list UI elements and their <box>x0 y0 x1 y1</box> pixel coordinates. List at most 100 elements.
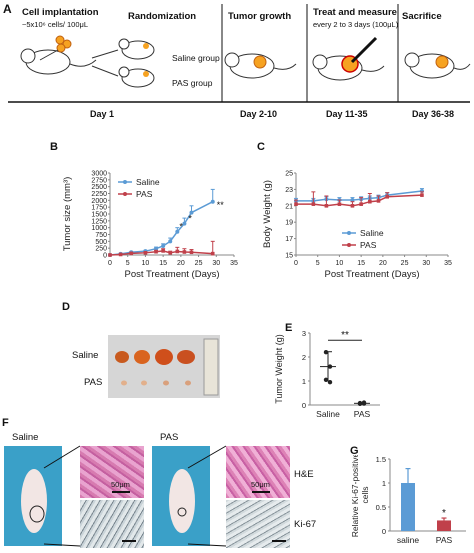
data-point <box>189 250 194 255</box>
y-tick-label: 19 <box>285 220 293 227</box>
y-tick-label: 250 <box>95 246 107 253</box>
zoom-lines <box>43 445 227 547</box>
y-tick-label: 0.5 <box>376 503 386 512</box>
arrow-pas <box>91 65 119 77</box>
x-tick-label: 10 <box>336 260 344 267</box>
significance-mark: * <box>442 508 446 519</box>
y-axis-label: Tumor Weight (g) <box>274 334 284 404</box>
x-tick-label: 20 <box>177 260 185 267</box>
timeline-illustration <box>8 4 471 103</box>
y-tick-label: 1500 <box>91 212 107 219</box>
panel-letter-c: C <box>257 141 265 153</box>
bar-saline <box>401 483 415 531</box>
x-tick-label: 15 <box>357 260 365 267</box>
significance-mark: * <box>179 222 183 232</box>
tumor-sample <box>177 350 195 364</box>
tumor-dot <box>143 71 149 77</box>
y-tick-label: 2250 <box>91 191 107 198</box>
mouse-photo-drawing <box>21 469 47 533</box>
panel-letter-e: E <box>285 322 293 334</box>
x-tick-label: 35 <box>230 260 238 267</box>
tumor-sample <box>121 380 127 386</box>
data-point <box>154 246 159 251</box>
scale-bar <box>122 540 136 542</box>
data-point <box>189 210 194 215</box>
y-tick-label: 1.5 <box>376 455 386 464</box>
mouse-illustration <box>20 48 97 75</box>
bar-pas <box>437 520 451 531</box>
data-point <box>350 198 355 203</box>
tumor-size-chart: 0250500750100012501500175020002250250027… <box>62 171 238 281</box>
y-tick-label: 25 <box>285 171 293 178</box>
data-point <box>337 202 342 206</box>
tumor-dot <box>253 55 267 69</box>
x-tick-label: 10 <box>142 260 150 267</box>
x-tick-label: 5 <box>126 260 130 267</box>
x-tick-label: 20 <box>379 260 387 267</box>
legend-label: Saline <box>360 228 384 238</box>
step1-sub: ~5x10⁶ cells/ 100μL <box>22 20 88 29</box>
legend-label: Saline <box>136 177 160 187</box>
data-point <box>420 193 424 197</box>
syringe-icon <box>350 36 378 64</box>
step2-group1: Saline group <box>172 53 220 63</box>
legend-marker <box>123 180 127 184</box>
data-point <box>385 194 389 199</box>
legend-marker <box>347 243 351 247</box>
x-tick-label: Saline <box>316 409 340 419</box>
y-tick-label: 0 <box>103 253 107 260</box>
x-tick-label: 15 <box>159 260 167 267</box>
step2-group2: PAS group <box>172 78 213 88</box>
y-tick-label: 1250 <box>91 218 107 225</box>
data-point <box>376 199 381 203</box>
data-point <box>168 251 173 255</box>
x-axis-label: Post Treatment (Days) <box>324 269 419 280</box>
series-line-pas <box>296 194 422 207</box>
data-point <box>350 204 355 208</box>
tumor-circle <box>29 505 45 523</box>
arrow-saline <box>91 49 119 59</box>
y-axis-label-line2: cells <box>360 486 370 503</box>
data-point <box>182 250 187 254</box>
mouse-photo-drawing <box>169 469 195 533</box>
step5-title: Sacrifice <box>402 11 442 22</box>
y-tick-label: 3000 <box>91 171 107 178</box>
significance-mark: ** <box>217 200 225 210</box>
data-point <box>129 251 134 256</box>
data-point <box>161 249 165 253</box>
tumor-photo-drawing <box>115 338 219 396</box>
y-tick-label: 1 <box>382 479 386 488</box>
data-point <box>294 202 298 206</box>
scale-bar <box>252 491 270 493</box>
stain-label: H&E <box>294 469 314 480</box>
x-tick-label: 5 <box>316 260 320 267</box>
body-weight-chart: 15 17 19 21 23 25 0 5 10 15 20 25 30 35 Post Treatment… <box>262 171 452 281</box>
scale-bar <box>272 540 286 542</box>
data-point <box>311 202 316 206</box>
data-point <box>182 221 187 226</box>
tumor-sample <box>115 351 129 363</box>
y-tick-label: 500 <box>95 239 107 246</box>
data-point <box>108 253 112 257</box>
legend-marker <box>123 192 127 196</box>
data-point <box>175 249 180 254</box>
y-tick-label: 15 <box>285 253 293 260</box>
tumor-dot <box>435 55 449 69</box>
data-point <box>161 243 166 248</box>
scale-bar-label: 50μm <box>251 480 270 489</box>
y-tick-label: 3 <box>302 329 306 338</box>
data-point <box>324 204 329 208</box>
y-tick-label: 2000 <box>91 198 107 205</box>
tumor-photo <box>108 335 220 398</box>
panel-letter-a: A <box>3 2 12 16</box>
tumor-sample <box>185 380 191 386</box>
x-axis-label: Post Treatment (Days) <box>124 269 219 280</box>
y-tick-label: 0 <box>382 527 386 536</box>
x-tick-label: 0 <box>294 260 298 267</box>
panel-letter-f: F <box>2 417 9 429</box>
day-label: Day 2-10 <box>240 109 278 119</box>
significance-mark: ** <box>341 330 349 341</box>
photo-row-label: PAS <box>84 377 103 388</box>
step4-title: Treat and measure <box>313 7 397 18</box>
photo-row-label: Saline <box>72 350 99 361</box>
